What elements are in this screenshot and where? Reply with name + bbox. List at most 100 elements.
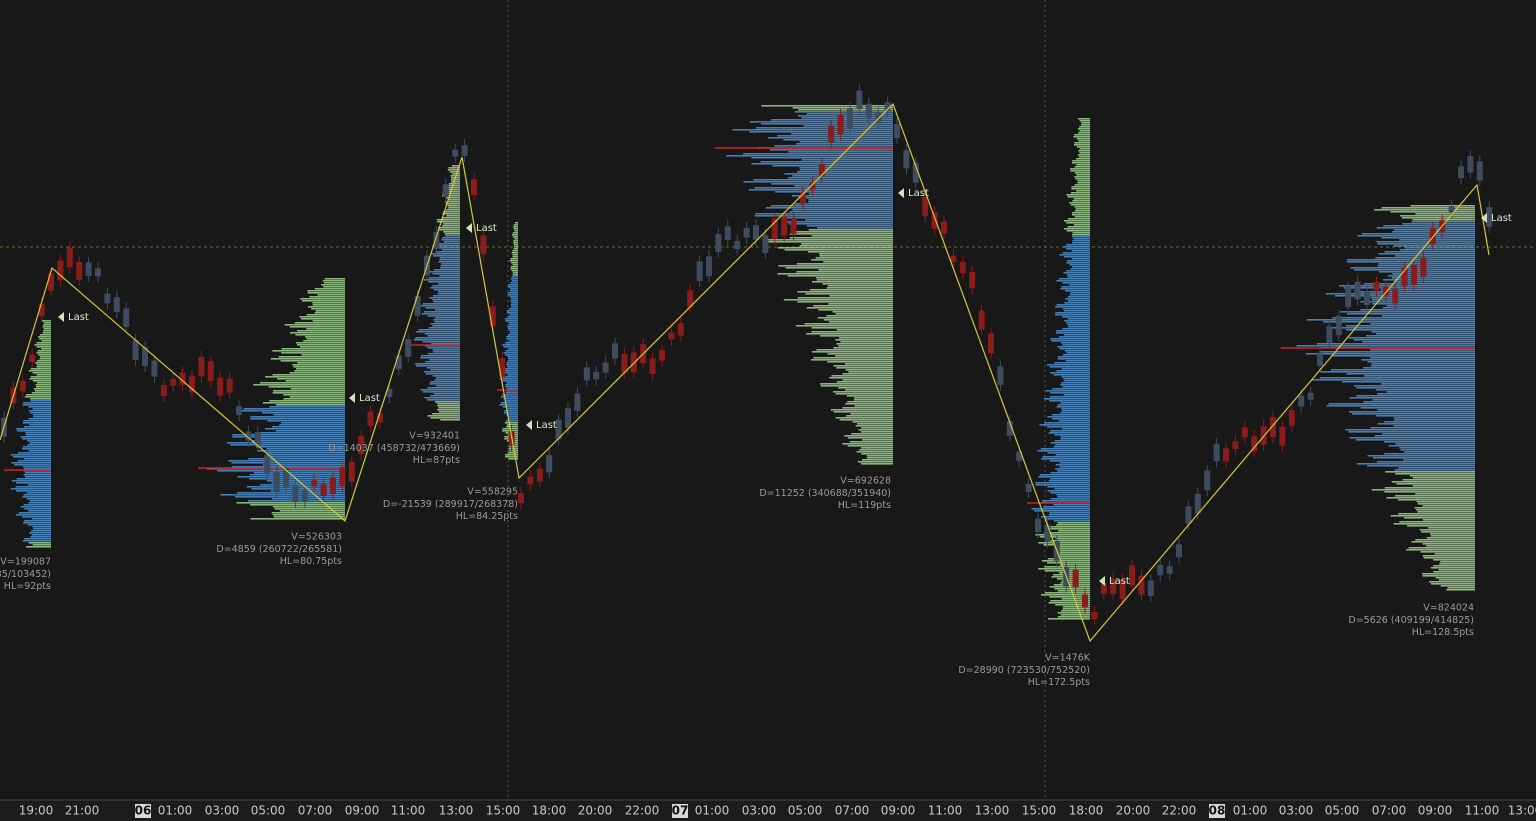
profile-bar [24,472,51,474]
profile-bar [1057,404,1090,406]
profile-bar [1412,485,1475,487]
profile-bar [1060,384,1090,386]
candle-body [1270,417,1276,438]
profile-bar [835,355,893,357]
profile-bar [1048,602,1090,604]
profile-bar [448,183,460,185]
profile-bar [1413,477,1475,479]
profile-bar [1068,326,1090,328]
profile-bar [857,423,893,425]
time-label: 09:00 [1418,804,1453,818]
profile-bar [1062,386,1090,388]
profile-bar [1386,497,1475,499]
candle-body [48,273,54,291]
profile-bar [27,484,51,486]
profile-bar [423,371,460,373]
candle-body [518,493,524,504]
profile-bar [1399,249,1475,251]
profile-bar [503,346,518,348]
profile-bar [1061,598,1090,600]
profile-bar [432,375,460,377]
profile-bar [272,392,345,394]
profile-bar [446,209,460,211]
profile-bar [16,490,51,492]
profile-bar [22,422,51,424]
candle-body [771,218,778,239]
profile-bar [429,383,460,385]
profile-bar [508,308,518,310]
profile-bar [39,338,51,340]
profile-bar [783,299,893,301]
profile-bar [269,400,345,402]
profile-bar [861,459,893,461]
candle-body [1166,566,1173,574]
profile-bar [835,393,893,395]
swing-volume: V=932401 [409,431,460,442]
candle-body [292,484,299,502]
candle-body [1035,518,1041,533]
profile-bar [507,348,518,350]
profile-bar [1422,519,1475,521]
profile-bar [512,274,518,276]
profile-bar [451,165,460,167]
profile-bar [425,373,460,375]
time-label: 07:00 [1372,804,1407,818]
candle-body [612,343,618,359]
profile-bar [849,441,893,443]
profile-bar [829,377,893,379]
profile-bar [1071,212,1090,214]
candle-body [1288,410,1295,426]
profile-bar [508,324,518,326]
profile-bar [1076,146,1090,148]
profile-bar [1070,170,1090,172]
profile-bar [1061,610,1090,612]
swing-range: HL=172.5pts [1028,677,1090,688]
day-box [1209,804,1225,818]
profile-bar [1074,184,1090,186]
profile-bar [1057,470,1090,472]
profile-bar [507,452,518,454]
profile-bar [833,411,893,413]
profile-bar [794,203,893,205]
profile-bar [1044,422,1090,424]
swing-delta: D=5626 (409199/414825) [1348,615,1474,626]
last-label: Last [476,223,497,234]
profile-bar [447,205,460,207]
profile-bar [513,244,518,246]
profile-bar [28,542,51,544]
profile-bar [1380,289,1475,291]
profile-bar [866,457,893,459]
profile-bar [280,360,345,362]
profile-bar [22,466,51,468]
profile-bar [1067,324,1090,326]
profile-bar [1058,336,1090,338]
profile-bar [1371,489,1475,491]
profile-bar [1405,247,1475,249]
profile-bar [296,344,345,346]
profile-bar [1351,413,1475,415]
profile-bar [28,406,51,408]
swing-volume: V=824024 [1423,603,1474,614]
profile-bar [1399,239,1475,241]
profile-bar [792,175,893,177]
profile-bar [1446,589,1475,591]
profile-bar [1076,164,1090,166]
profile-bar [424,361,460,363]
profile-bar [859,449,893,451]
profile-bar [1417,503,1475,505]
profile-bar [1385,471,1475,473]
profile-bar [1072,240,1090,242]
profile-bar [36,342,51,344]
profile-bar [1050,442,1090,444]
profile-bar [1319,377,1475,379]
time-axis [0,800,1536,821]
candle-body [1044,524,1051,543]
profile-bar [1072,234,1090,236]
swing-delta: D=4859 (260722/265581) [216,544,342,555]
profile-bar [445,203,460,205]
profile-bar [783,139,893,141]
profile-bar [1391,277,1475,279]
profile-bar [41,348,51,350]
profile-bar [504,342,518,344]
candle-body [66,247,73,268]
